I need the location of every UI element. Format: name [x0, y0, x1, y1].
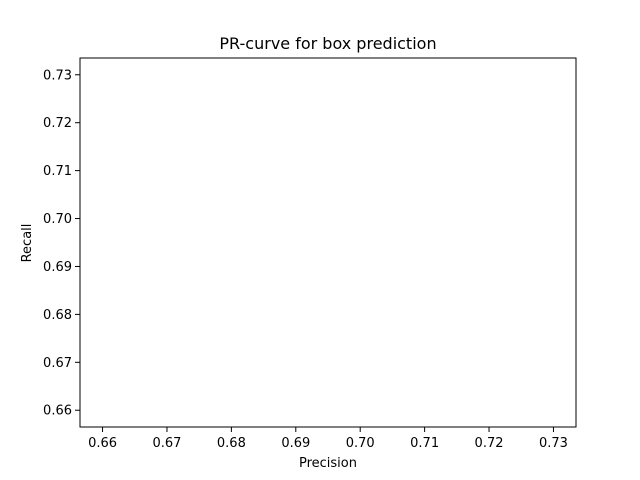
- y-tick-label: 0.72: [43, 116, 72, 131]
- x-tick-label: 0.72: [475, 436, 504, 451]
- y-tick-label: 0.69: [43, 260, 72, 275]
- x-tick-label: 0.68: [217, 436, 246, 451]
- y-tick-label: 0.66: [43, 404, 72, 419]
- x-axis-label: Precision: [299, 456, 357, 471]
- plot-area-frame: [79, 57, 577, 428]
- x-tick-label: 0.70: [346, 436, 375, 451]
- x-tick-label: 0.69: [281, 436, 310, 451]
- y-axis: 0.66 0.67 0.68 0.69 0.70 0.71 0.72 0.73: [43, 68, 80, 419]
- x-tick-label: 0.73: [539, 436, 568, 451]
- x-axis: 0.66 0.67 0.68 0.69 0.70 0.71 0.72 0.73: [88, 427, 568, 451]
- x-tick-label: 0.66: [88, 436, 117, 451]
- x-tick-label: 0.71: [410, 436, 439, 451]
- y-tick-label: 0.68: [43, 308, 72, 323]
- y-tick-label: 0.67: [43, 356, 72, 371]
- y-tick-label: 0.71: [43, 164, 72, 179]
- chart-title: PR-curve for box prediction: [219, 34, 436, 53]
- x-tick-label: 0.67: [152, 436, 181, 451]
- y-tick-label: 0.73: [43, 68, 72, 83]
- y-axis-label: Recall: [20, 224, 35, 263]
- y-tick-label: 0.70: [43, 212, 72, 227]
